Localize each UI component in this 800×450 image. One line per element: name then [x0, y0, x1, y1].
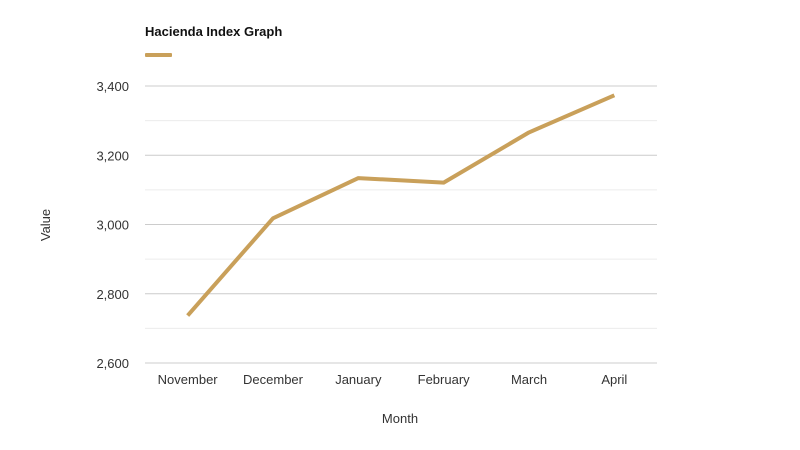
x-tick-labels: November December January February March Apri… [158, 372, 628, 387]
series-line [186, 93, 616, 317]
y-tick-label: 3,000 [96, 218, 129, 233]
x-tick-label: April [601, 372, 627, 387]
x-axis-title: Month [382, 411, 418, 426]
chart-title: Hacienda Index Graph [145, 24, 283, 39]
y-tick-label: 2,800 [96, 287, 129, 302]
x-tick-label: November [158, 372, 219, 387]
x-tick-label: January [335, 372, 382, 387]
y-tick-label: 3,400 [96, 79, 129, 94]
y-tick-labels: 2,600 2,800 3,000 3,200 3,400 [96, 79, 129, 371]
legend-swatch [145, 53, 172, 57]
y-tick-label: 2,600 [96, 356, 129, 371]
series-layer [186, 93, 616, 317]
y-axis-title: Value [38, 209, 53, 241]
x-tick-label: March [511, 372, 547, 387]
y-tick-label: 3,200 [96, 148, 129, 163]
x-tick-label: February [418, 372, 471, 387]
gridlines [145, 85, 657, 364]
x-tick-label: December [243, 372, 304, 387]
